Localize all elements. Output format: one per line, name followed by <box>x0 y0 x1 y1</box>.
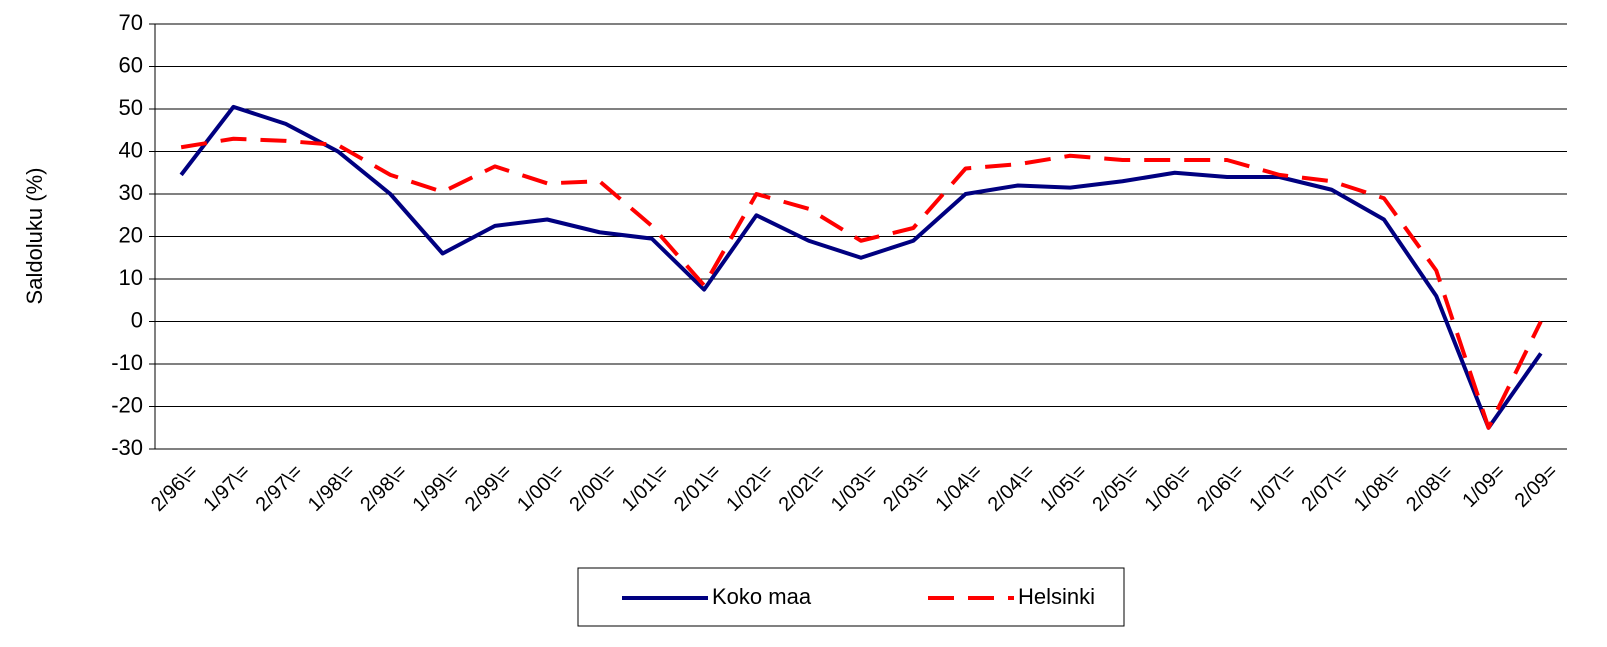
y-tick-label: 40 <box>119 137 143 162</box>
y-axis-label: Saldoluku (%) <box>22 168 47 305</box>
x-tick-label: 2/04\= <box>984 461 1039 516</box>
x-tick-label: 2/05\= <box>1088 461 1143 516</box>
legend-label: Helsinki <box>1018 584 1095 609</box>
x-tick-label: 2/03\= <box>879 461 934 516</box>
x-tick-label: 1/06\= <box>1141 461 1196 516</box>
y-tick-label: 60 <box>119 52 143 77</box>
y-tick-label: 0 <box>131 307 143 332</box>
series-line <box>179 104 1543 430</box>
x-tick-label: 2/01\= <box>670 461 725 516</box>
x-tick-label: 1/09= <box>1458 461 1509 512</box>
x-tick-label: 1/98\= <box>304 461 359 516</box>
x-tick-label: 1/05\= <box>1036 461 1091 516</box>
y-tick-label: 10 <box>119 265 143 290</box>
x-tick-label: 2/07\= <box>1298 461 1353 516</box>
x-tick-label: 1/02\= <box>722 461 777 516</box>
y-tick-label: -10 <box>111 350 143 375</box>
x-tick-label: 1/97\= <box>199 461 254 516</box>
x-tick-label: 2/96\= <box>147 461 202 516</box>
legend-label: Koko maa <box>712 584 812 609</box>
y-tick-label: -30 <box>111 435 143 460</box>
x-tick-label: 2/98\= <box>356 461 411 516</box>
x-tick-label: 2/08\= <box>1402 461 1457 516</box>
x-tick-label: 1/01\= <box>618 461 673 516</box>
x-tick-label: 1/04\= <box>931 461 986 516</box>
y-tick-label: 50 <box>119 95 143 120</box>
x-tick-label: 2/97\= <box>252 461 307 516</box>
x-tick-label: 2/09= <box>1511 461 1562 512</box>
x-tick-label: 2/99\= <box>461 461 516 516</box>
x-tick-label: 1/08\= <box>1350 461 1405 516</box>
x-tick-label: 2/06\= <box>1193 461 1248 516</box>
x-tick-label: 1/99\= <box>409 461 464 516</box>
y-tick-label: 20 <box>119 222 143 247</box>
x-tick-label: 1/03\= <box>827 461 882 516</box>
series-line <box>180 136 1543 430</box>
y-tick-label: -20 <box>111 392 143 417</box>
y-tick-label: 30 <box>119 180 143 205</box>
x-tick-label: 2/02\= <box>775 461 830 516</box>
x-tick-label: 1/07\= <box>1245 461 1300 516</box>
x-tick-label: 2/00\= <box>565 461 620 516</box>
x-tick-label: 1/00\= <box>513 461 568 516</box>
y-tick-label: 70 <box>119 10 143 35</box>
